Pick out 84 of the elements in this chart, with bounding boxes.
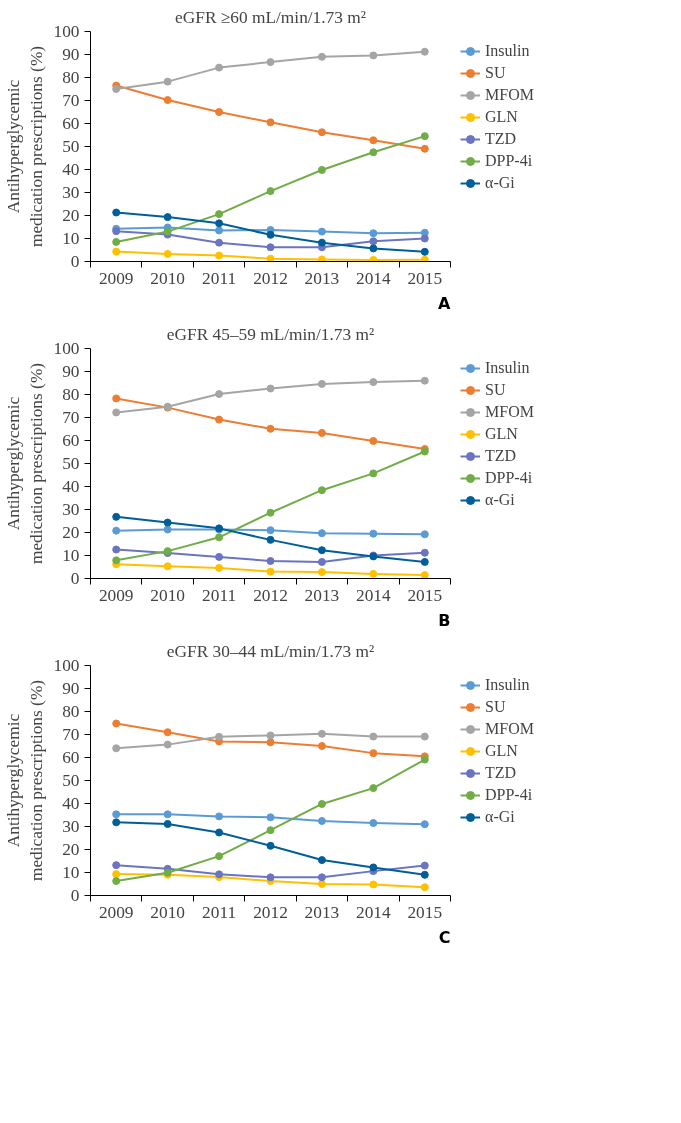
text: C xyxy=(438,927,451,947)
chart-title: eGFR 45–59 mL/min/1.73 m² xyxy=(166,324,375,344)
y-tick-label: 30 xyxy=(62,500,80,519)
y-tick-label: 40 xyxy=(62,477,80,496)
y-axis-title: Antihyperglycemic medication prescriptions (%) xyxy=(3,362,46,565)
x-tick-label: 2012 xyxy=(253,268,288,288)
legend-label: DPP-4i xyxy=(485,152,533,170)
x-tick-label: 2013 xyxy=(304,902,340,922)
legend-label: DPP-4i xyxy=(485,786,533,804)
y-tick-label: 60 xyxy=(62,431,80,450)
y-tick-label: 70 xyxy=(62,725,80,744)
legend-label: α-Gi xyxy=(485,491,515,509)
y-tick-label: 20 xyxy=(62,206,80,225)
legend-label: TZD xyxy=(485,764,517,782)
y-tick-label: 70 xyxy=(62,408,80,427)
y-axis-title: Antihyperglycemic medication prescriptions (%) xyxy=(3,45,46,248)
legend-label: Insulin xyxy=(485,676,530,694)
y-tick-label: 20 xyxy=(62,840,80,859)
y-tick-label: 40 xyxy=(62,160,80,179)
x-tick-label: 2015 xyxy=(407,585,443,605)
x-tick-label: 2012 xyxy=(253,585,288,605)
legend-label: MFOM xyxy=(485,403,534,421)
x-tick-label: 2011 xyxy=(202,268,237,288)
legend-label: MFOM xyxy=(485,720,534,738)
x-tick-label: 2012 xyxy=(253,902,288,922)
legend-label: TZD xyxy=(485,130,517,148)
y-tick-label: 20 xyxy=(62,523,80,542)
legend-label: Insulin xyxy=(485,359,530,377)
y-tick-label: 50 xyxy=(62,137,80,156)
y-tick-label: 10 xyxy=(62,546,80,565)
y-tick-label: 60 xyxy=(62,748,80,767)
y-tick-label: 50 xyxy=(62,771,80,790)
y-tick-label: 10 xyxy=(62,229,80,248)
y-axis-title: Antihyperglycemic medication prescriptions (%) xyxy=(3,679,46,882)
x-tick-label: 2014 xyxy=(356,268,392,288)
x-tick-label: 2009 xyxy=(98,268,134,288)
text: A xyxy=(438,293,452,313)
y-tick-label: 100 xyxy=(53,656,80,675)
y-tick-label: 80 xyxy=(62,702,80,721)
x-tick-label: 2013 xyxy=(304,585,340,605)
legend-label: MFOM xyxy=(485,86,534,104)
y-tick-label: 30 xyxy=(62,817,80,836)
legend-label: TZD xyxy=(485,447,517,465)
y-tick-label: 40 xyxy=(62,794,80,813)
y-tick-label: 10 xyxy=(62,863,80,882)
x-tick-label: 2010 xyxy=(150,585,185,605)
legend-label: GLN xyxy=(485,108,518,126)
legend-label: SU xyxy=(485,698,506,716)
x-tick-label: 2014 xyxy=(356,902,392,922)
y-tick-label: 30 xyxy=(62,183,80,202)
y-tick-label: 50 xyxy=(62,454,80,473)
x-tick-label: 2015 xyxy=(407,268,443,288)
chart-title: eGFR 30–44 mL/min/1.73 m² xyxy=(166,641,375,661)
y-tick-label: 80 xyxy=(62,385,80,404)
y-tick-label: 90 xyxy=(62,45,80,64)
y-tick-label: 70 xyxy=(62,91,80,110)
y-tick-label: 0 xyxy=(70,569,80,588)
legend-label: α-Gi xyxy=(485,174,515,192)
y-tick-label: 80 xyxy=(62,68,80,87)
legend-label: SU xyxy=(485,381,506,399)
text: B xyxy=(438,610,451,630)
legend-label: Insulin xyxy=(485,42,530,60)
chart-title: eGFR ≥60 mL/min/1.73 m² xyxy=(175,7,366,27)
y-tick-label: 90 xyxy=(62,362,80,381)
x-tick-label: 2011 xyxy=(202,585,237,605)
legend-label: SU xyxy=(485,64,506,82)
x-tick-label: 2009 xyxy=(98,585,134,605)
x-tick-label: 2014 xyxy=(356,585,392,605)
y-tick-label: 60 xyxy=(62,114,80,133)
x-tick-label: 2013 xyxy=(304,268,340,288)
x-tick-label: 2010 xyxy=(150,268,185,288)
x-tick-label: 2011 xyxy=(202,902,237,922)
y-tick-label: 0 xyxy=(70,886,80,905)
y-tick-label: 90 xyxy=(62,679,80,698)
y-tick-label: 100 xyxy=(53,22,80,41)
legend-label: α-Gi xyxy=(485,808,515,826)
legend-label: GLN xyxy=(485,425,518,443)
legend-label: DPP-4i xyxy=(485,469,533,487)
x-tick-label: 2015 xyxy=(407,902,443,922)
y-tick-label: 0 xyxy=(70,252,80,271)
y-tick-label: 100 xyxy=(53,339,80,358)
legend-label: GLN xyxy=(485,742,518,760)
x-tick-label: 2010 xyxy=(150,902,185,922)
x-tick-label: 2009 xyxy=(98,902,134,922)
